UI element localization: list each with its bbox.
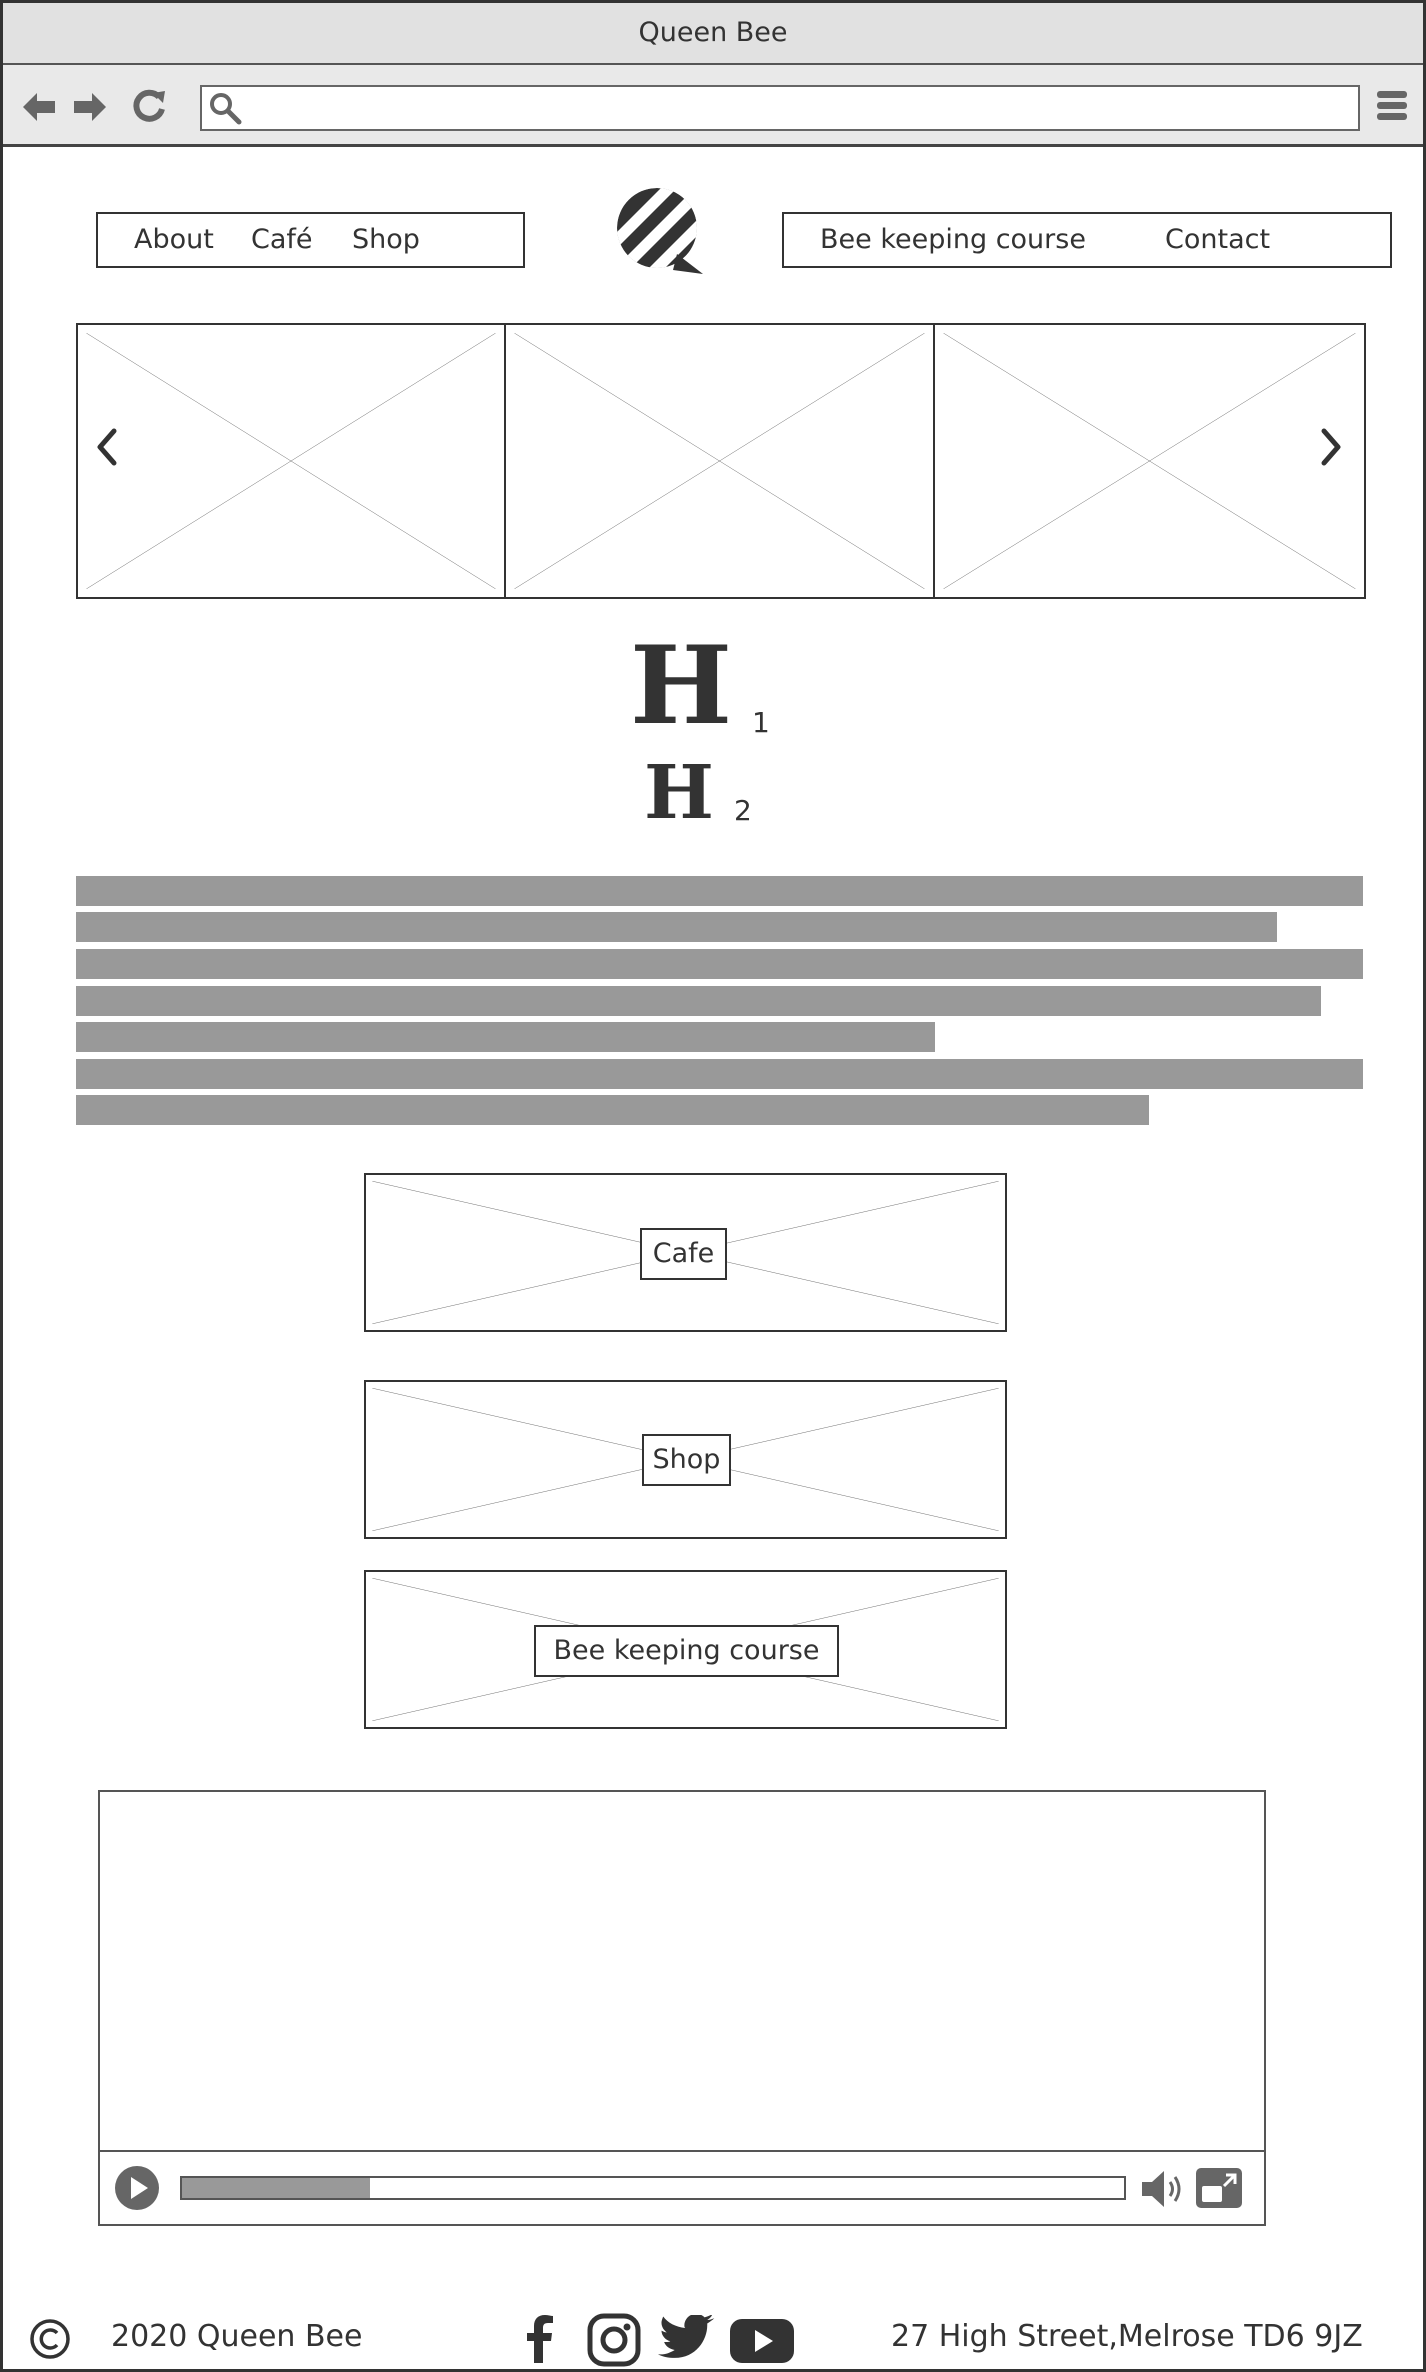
text-line (76, 949, 1363, 979)
image-placeholder (935, 325, 1364, 597)
carousel-slide (933, 323, 1366, 599)
fullscreen-icon[interactable] (1194, 2166, 1244, 2210)
volume-icon[interactable] (1140, 2168, 1184, 2210)
cafe-card-label: Cafe (640, 1228, 727, 1280)
facebook-icon[interactable] (521, 2315, 559, 2363)
window-title: Queen Bee (3, 3, 1423, 65)
copyright-text: 2020 Queen Bee (111, 2319, 363, 2354)
video-player[interactable] (98, 1790, 1266, 2226)
arrow-right-icon[interactable] (70, 87, 110, 127)
refresh-icon[interactable] (129, 87, 169, 127)
image-placeholder (506, 325, 933, 597)
cafe-card[interactable]: Cafe (364, 1173, 1007, 1332)
text-line (76, 1095, 1149, 1125)
video-progress-bar[interactable] (180, 2176, 1126, 2200)
hamburger-menu-icon[interactable] (1375, 88, 1409, 124)
browser-toolbar (3, 65, 1423, 147)
nav-about[interactable]: About (134, 224, 214, 255)
heading-h1-subscript: 1 (752, 706, 770, 739)
address-bar[interactable] (200, 85, 1360, 131)
nav-cafe[interactable]: Café (251, 224, 313, 255)
copyright-icon (30, 2319, 70, 2359)
video-controls (100, 2150, 1264, 2224)
text-line (76, 1059, 1363, 1089)
bee-keeping-course-card[interactable]: Bee keeping course (364, 1570, 1007, 1729)
nav-contact[interactable]: Contact (1165, 224, 1271, 255)
bee-logo-icon[interactable] (615, 186, 705, 276)
text-line (76, 912, 1277, 942)
carousel-slide (504, 323, 935, 599)
heading-h2-subscript: 2 (734, 794, 752, 827)
nav-left: About Café Shop (96, 212, 525, 268)
youtube-icon[interactable] (729, 2317, 795, 2365)
chevron-right-icon[interactable] (1316, 427, 1344, 467)
shop-card-label: Shop (642, 1434, 731, 1486)
text-line (76, 876, 1363, 906)
bee-keeping-course-card-label: Bee keeping course (534, 1625, 839, 1677)
nav-right: Bee keeping course Contact (782, 212, 1392, 268)
shop-card[interactable]: Shop (364, 1380, 1007, 1539)
arrow-left-icon[interactable] (19, 87, 59, 127)
nav-bee-keeping-course[interactable]: Bee keeping course (820, 224, 1086, 255)
video-progress-fill (182, 2178, 371, 2198)
text-line (76, 1022, 935, 1052)
nav-shop[interactable]: Shop (352, 224, 420, 255)
heading-h1: H (629, 623, 733, 749)
play-icon[interactable] (114, 2165, 160, 2211)
text-line (76, 986, 1321, 1016)
heading-h2: H (644, 750, 714, 836)
search-icon (210, 93, 242, 125)
carousel-slide (76, 323, 506, 599)
twitter-icon[interactable] (657, 2315, 715, 2365)
chevron-left-icon[interactable] (94, 427, 122, 467)
instagram-icon[interactable] (587, 2313, 641, 2367)
image-placeholder (78, 325, 504, 597)
footer-address: 27 High Street,Melrose TD6 9JZ (891, 2319, 1363, 2354)
image-carousel (76, 323, 1366, 599)
